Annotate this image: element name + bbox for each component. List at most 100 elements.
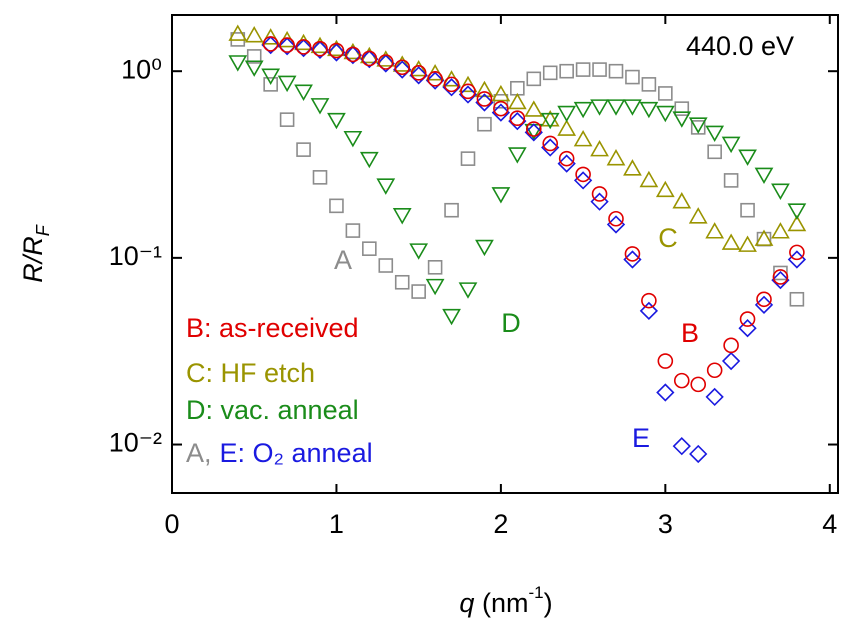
data-point: [754, 229, 774, 246]
data-point: [771, 222, 790, 239]
data-point: [672, 111, 692, 128]
data-point: [524, 123, 543, 142]
data-point: [641, 77, 657, 92]
data-point: [279, 112, 295, 127]
data-point: [672, 437, 691, 456]
data-point: [377, 54, 394, 70]
data-point: [639, 101, 659, 119]
data-point: [738, 235, 757, 252]
data-point: [739, 311, 756, 327]
data-point: [345, 46, 361, 63]
data-point: [787, 203, 807, 220]
data-point: [591, 186, 608, 202]
annotation: C: [658, 223, 678, 253]
data-point: [263, 77, 278, 92]
data-point: [557, 154, 576, 173]
data-point: [460, 83, 476, 100]
series: [262, 36, 805, 393]
data-point: [655, 105, 675, 123]
data-point: [787, 214, 807, 232]
data-point: [228, 24, 248, 41]
data-point: [261, 35, 280, 55]
data-point: [541, 138, 560, 157]
data-point: [690, 120, 706, 135]
data-point: [705, 387, 724, 407]
data-point: [559, 63, 574, 79]
data-point: [394, 274, 410, 290]
data-point: [362, 241, 377, 256]
data-point: [394, 59, 411, 76]
data-point: [442, 78, 461, 97]
data-point: [639, 170, 659, 188]
data-point: [690, 376, 707, 393]
data-point: [277, 37, 297, 56]
data-point: [410, 65, 427, 81]
x-tick-label: 4: [822, 509, 837, 539]
data-point: [608, 210, 624, 227]
data-point: [756, 291, 772, 308]
data-point: [261, 68, 281, 85]
data-point: [639, 301, 659, 321]
data-point: [658, 86, 673, 101]
data-point: [606, 99, 626, 116]
data-point: [458, 282, 478, 299]
data-point: [772, 269, 789, 285]
data-point: [295, 39, 312, 55]
legend-entry: B: as-received: [186, 313, 359, 343]
data-point: [590, 140, 609, 157]
data-point: [376, 54, 395, 73]
data-point: [491, 103, 511, 122]
data-point: [705, 125, 725, 143]
data-point: [540, 112, 560, 130]
data-point: [425, 71, 445, 90]
data-point: [327, 43, 346, 62]
data-point: [458, 85, 478, 104]
data-point: [411, 284, 426, 299]
data-point: [228, 55, 248, 72]
annotation: A: [334, 245, 352, 275]
data-point: [542, 65, 558, 81]
data-point: [294, 33, 313, 51]
data-point: [606, 215, 626, 234]
data-point: [625, 69, 640, 85]
data-point: [442, 308, 461, 326]
data-point: [329, 198, 344, 214]
data-point: [493, 100, 509, 117]
data-point: [261, 28, 281, 45]
data-point: [444, 202, 459, 218]
data-point: [427, 71, 443, 87]
data-point: [345, 223, 361, 238]
data-point: [312, 40, 328, 57]
data-point: [592, 62, 607, 77]
data-point: [557, 119, 577, 136]
data-point: [557, 105, 577, 123]
plot-frame: [171, 14, 839, 494]
data-point: [376, 178, 396, 195]
data-point: [738, 319, 757, 338]
data-point: [723, 173, 739, 188]
data-point: [656, 383, 675, 402]
legend-entry: C: HF etch: [186, 358, 315, 388]
data-point: [573, 171, 593, 190]
legend-entry: E: O₂ anneal: [220, 438, 373, 468]
data-point: [608, 63, 624, 79]
data-point: [244, 60, 264, 77]
data-point: [657, 353, 674, 369]
data-point: [655, 180, 675, 198]
data-point: [378, 258, 394, 273]
data-point: [706, 362, 723, 379]
data-point: [491, 187, 511, 204]
x-tick-label: 1: [329, 509, 344, 539]
data-point: [296, 142, 311, 157]
data-point: [624, 246, 641, 262]
x-tick-label: 3: [658, 509, 673, 539]
data-point: [427, 260, 443, 275]
data-point: [575, 166, 591, 183]
data-point: [573, 101, 593, 119]
data-point: [409, 66, 428, 85]
annotation: E: [632, 423, 650, 453]
legend-entry: D: vac. anneal: [186, 395, 359, 425]
data-point: [343, 130, 363, 148]
data-point: [393, 60, 412, 79]
